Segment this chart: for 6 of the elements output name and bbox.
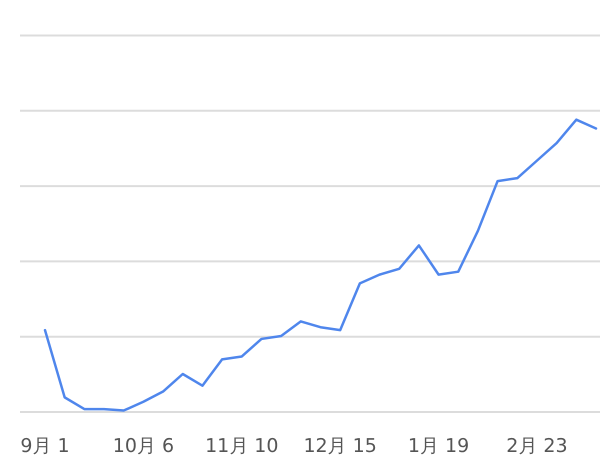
x-tick-label: 11月 10 [205, 435, 278, 457]
x-tick-label: 2月 23 [506, 435, 568, 457]
x-tick-label: 10月 6 [112, 435, 174, 457]
x-tick-label: 9月 1 [20, 435, 70, 457]
x-tick-label: 1月 19 [408, 435, 470, 457]
x-tick-label: 12月 15 [303, 435, 377, 457]
